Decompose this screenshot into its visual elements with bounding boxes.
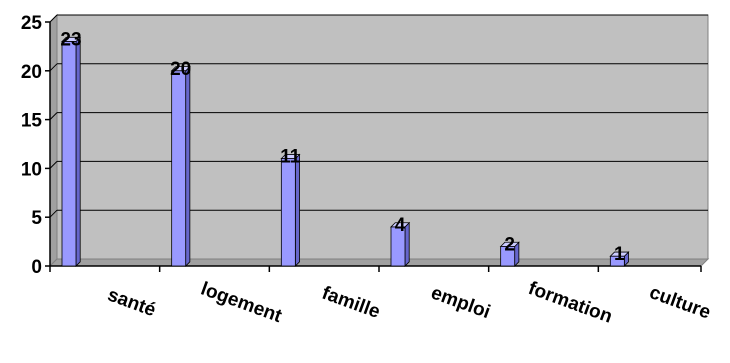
bar-front	[609, 255, 625, 267]
bar	[170, 65, 191, 267]
bar-front	[500, 246, 516, 267]
bar-side	[404, 221, 410, 267]
plot-back-wall	[56, 14, 709, 260]
data-labels: 23 20 11 4 2 1	[60, 30, 625, 266]
y-tick-label: 10	[21, 159, 42, 180]
gridline-side	[49, 161, 58, 169]
bar	[390, 221, 411, 267]
bar-front	[171, 70, 187, 267]
data-label: 23	[60, 30, 81, 51]
data-label: 1	[614, 244, 625, 265]
bar-side	[294, 153, 300, 267]
data-label: 20	[170, 59, 191, 80]
y-tick-labels: 0 5 10 15 20 25	[21, 13, 43, 278]
plot-area	[48, 13, 710, 268]
x-tick-label: famille	[319, 283, 383, 323]
bar	[61, 36, 82, 267]
bar-side	[185, 65, 191, 267]
data-label: 4	[395, 215, 406, 236]
x-tick-label: logement	[198, 279, 285, 328]
axes	[45, 21, 702, 272]
gridlines	[49, 14, 708, 218]
gridline-side	[49, 14, 58, 23]
x-tick-label: formation	[525, 278, 615, 328]
bar	[499, 241, 520, 267]
x-tick-label: santé	[105, 284, 159, 321]
y-tick-label: 0	[31, 257, 42, 278]
x-tick-label: culture	[647, 282, 714, 323]
gridline-side	[49, 209, 58, 218]
plot-floor	[48, 258, 710, 267]
bar	[609, 251, 630, 267]
bar-front	[280, 158, 296, 267]
y-tick-label: 15	[21, 111, 43, 132]
x-tick-label: emploi	[428, 282, 493, 323]
y-tick-label: 20	[21, 62, 42, 83]
gridline-side	[49, 63, 58, 72]
plot-side-wall	[49, 13, 58, 268]
y-tick-label: 25	[21, 13, 43, 34]
bar-front	[61, 41, 77, 267]
data-label: 2	[504, 234, 515, 255]
bars	[61, 36, 630, 267]
bar-front	[390, 226, 406, 267]
data-label: 11	[280, 147, 301, 168]
x-tick-labels: santé logement famille emploi formation cultu…	[105, 278, 714, 328]
y-tick-label: 5	[31, 208, 42, 229]
bar	[280, 153, 301, 267]
gridline-side	[49, 112, 58, 120]
bar-side	[75, 36, 81, 267]
